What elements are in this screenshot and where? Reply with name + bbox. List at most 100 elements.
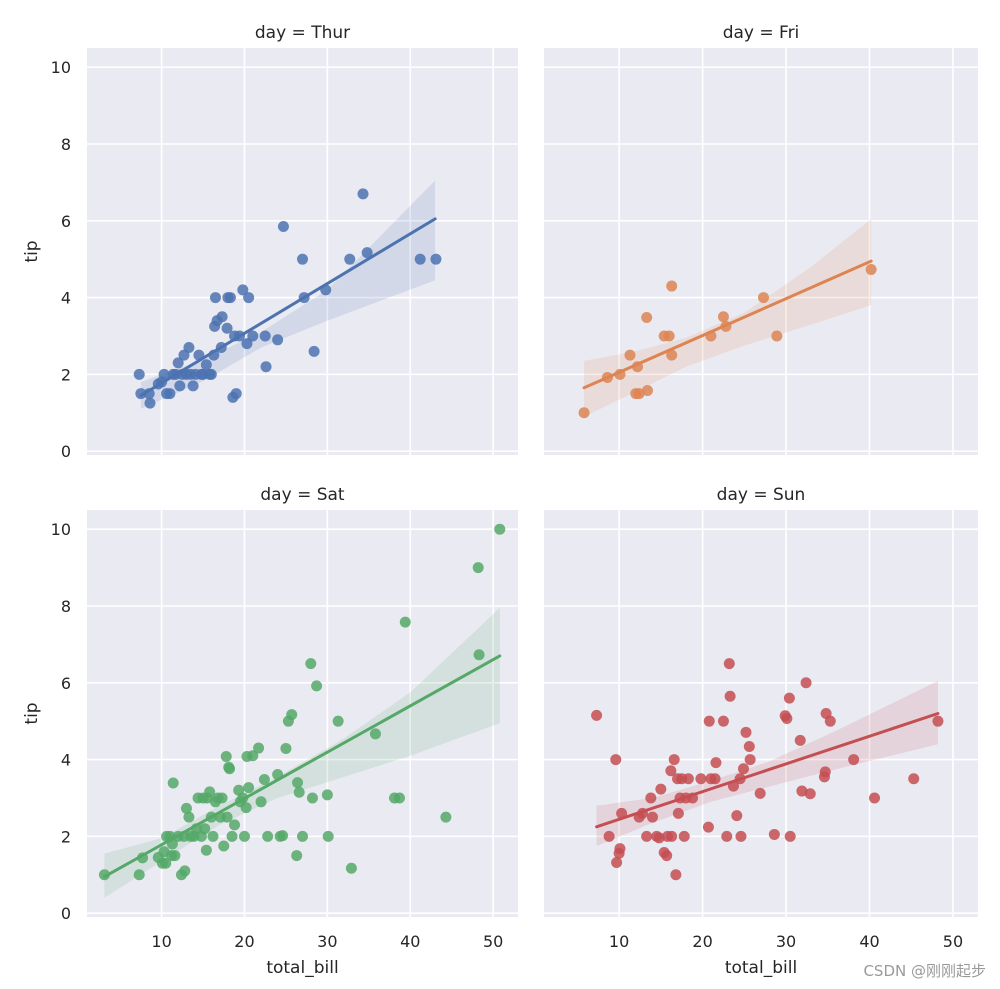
data-point — [238, 830, 250, 842]
facet-panel-3: day = Sat 0 2 4 6 8 10 10 20 30 40 50 tip total_bill — [22, 485, 518, 978]
data-point — [800, 677, 812, 689]
y-tick-label: 6 — [61, 212, 71, 231]
panel-title: day = Sat — [260, 485, 345, 505]
panel-title: day = Fri — [723, 23, 800, 43]
data-point — [672, 807, 684, 819]
data-point — [717, 311, 729, 323]
data-point — [591, 709, 603, 721]
data-point — [771, 330, 783, 342]
data-point — [167, 777, 179, 789]
data-point — [848, 754, 860, 766]
data-point — [666, 830, 678, 842]
data-point — [240, 802, 252, 814]
confidence-band — [584, 218, 872, 417]
regression-line — [582, 259, 873, 390]
data-point — [200, 844, 212, 856]
data-point — [280, 742, 292, 754]
data-point — [666, 280, 678, 292]
data-point — [172, 357, 184, 369]
data-point — [472, 562, 484, 574]
data-point — [183, 341, 195, 353]
data-point — [723, 658, 735, 670]
data-point — [259, 330, 271, 342]
data-point — [731, 810, 743, 822]
data-point — [272, 334, 284, 346]
data-point — [641, 312, 653, 324]
data-point — [682, 773, 694, 785]
data-point — [297, 253, 308, 265]
data-point — [308, 345, 320, 357]
y-tick-label: 6 — [61, 674, 71, 693]
panel-title: day = Sun — [717, 485, 806, 505]
data-point — [678, 830, 690, 842]
data-point — [624, 349, 636, 361]
regression-line — [139, 217, 437, 397]
data-point — [160, 857, 172, 869]
data-point — [200, 359, 212, 371]
data-point — [292, 777, 304, 789]
data-point — [794, 734, 806, 746]
data-point — [702, 821, 714, 833]
data-point — [670, 869, 682, 881]
data-point — [783, 692, 795, 704]
y-tick-label: 0 — [61, 442, 71, 461]
data-point — [205, 368, 217, 380]
data-point — [237, 284, 249, 296]
data-point — [306, 792, 318, 804]
data-point — [494, 523, 506, 535]
data-point — [430, 253, 442, 265]
data-point — [253, 742, 265, 754]
data-point — [473, 649, 485, 661]
data-point — [663, 330, 675, 342]
data-point — [183, 811, 195, 823]
data-point — [169, 850, 181, 862]
data-point — [357, 188, 369, 200]
facet-panel-4: day = Sun 10 20 30 40 50 total_bill — [544, 485, 978, 978]
data-point — [611, 856, 623, 868]
data-point — [224, 292, 236, 304]
data-point — [224, 763, 236, 775]
data-point — [174, 380, 186, 392]
data-point — [603, 830, 615, 842]
regression-line — [595, 712, 940, 829]
data-point — [695, 773, 707, 785]
data-point — [144, 397, 156, 409]
data-point — [291, 850, 303, 862]
data-point — [724, 690, 736, 702]
y-tick-label: 0 — [61, 904, 71, 923]
data-point — [262, 830, 274, 842]
data-point — [311, 680, 323, 692]
data-point — [247, 330, 259, 342]
data-point — [665, 765, 677, 777]
data-point — [332, 715, 344, 727]
data-point — [717, 715, 729, 727]
data-point — [932, 715, 944, 727]
data-point — [216, 311, 228, 323]
data-point — [226, 830, 238, 842]
data-point — [703, 715, 715, 727]
y-tick-label: 10 — [51, 520, 71, 539]
data-point — [158, 368, 170, 380]
data-point — [255, 796, 267, 808]
x-tick-label: 10 — [609, 932, 629, 951]
data-point — [414, 253, 426, 265]
data-point — [243, 292, 255, 304]
data-point — [737, 763, 749, 775]
data-point — [735, 830, 747, 842]
confidence-band — [140, 180, 436, 409]
data-point — [216, 792, 228, 804]
x-tick-label: 50 — [943, 932, 963, 951]
data-point — [241, 338, 253, 350]
data-point — [796, 785, 808, 797]
data-point — [661, 850, 673, 862]
y-axis-label: tip — [22, 702, 42, 724]
data-point — [721, 830, 733, 842]
x-tick-label: 30 — [317, 932, 337, 951]
data-point — [164, 388, 176, 400]
data-point — [668, 754, 680, 766]
data-point — [710, 757, 722, 769]
plot-background — [544, 48, 978, 455]
data-point — [258, 774, 270, 786]
data-point — [133, 869, 145, 881]
data-point — [758, 292, 770, 304]
